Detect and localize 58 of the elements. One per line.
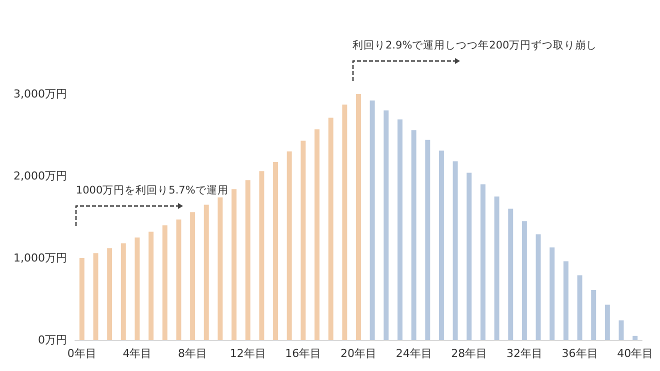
text: 利回り2.9%で運用しつつ年200万円ずつ取り崩し — [352, 38, 598, 52]
bar — [632, 336, 638, 340]
bar — [134, 238, 140, 340]
bar — [480, 184, 486, 340]
bar — [162, 225, 168, 340]
x-tick-label: 0年目 — [67, 347, 96, 360]
bar — [356, 94, 361, 340]
bar — [245, 180, 250, 340]
bar — [370, 100, 375, 340]
bar — [204, 204, 209, 340]
bar — [591, 290, 596, 340]
bar — [536, 234, 541, 340]
bar — [342, 104, 348, 340]
bar — [148, 232, 154, 340]
bar — [273, 162, 278, 340]
bar — [190, 212, 196, 340]
x-tick-label: 24年目 — [396, 347, 432, 360]
bar — [508, 208, 514, 340]
y-tick-label: 0万円 — [38, 334, 67, 346]
bar — [452, 161, 458, 340]
bar — [300, 140, 306, 340]
bar — [411, 130, 416, 340]
bar — [522, 221, 527, 340]
x-tick-label: 20年目 — [340, 347, 376, 360]
x-tick-label: 28年目 — [451, 347, 488, 360]
x-tick-label: 16年目 — [285, 347, 322, 360]
bar — [328, 118, 334, 340]
bar — [232, 189, 237, 340]
bar — [604, 304, 610, 340]
bar — [286, 151, 292, 340]
bar — [466, 172, 472, 340]
bar — [93, 253, 98, 340]
x-tick-label: 4年目 — [122, 347, 152, 360]
bar — [438, 150, 444, 340]
bar — [120, 243, 126, 340]
bar — [563, 261, 568, 340]
bar — [218, 197, 223, 340]
bar — [107, 248, 112, 340]
bar — [425, 140, 430, 340]
x-tick-label: 36年目 — [562, 347, 598, 360]
x-tick-label: 12年目 — [230, 347, 266, 360]
bar — [79, 258, 84, 340]
bar — [494, 196, 500, 340]
bar — [398, 119, 402, 340]
y-tick-label: 3,000万円 — [14, 88, 67, 100]
bar — [314, 129, 320, 340]
bar — [550, 247, 555, 340]
bar — [176, 219, 182, 340]
y-tick-label: 2,000万円 — [14, 170, 67, 182]
bar — [618, 320, 624, 340]
bar — [577, 275, 582, 340]
x-tick-label: 32年目 — [506, 347, 542, 360]
x-tick-label: 40年目 — [617, 347, 654, 360]
annotation: 1000万円を利回り5.7%で運用 — [76, 184, 228, 196]
bar — [259, 171, 264, 340]
bar — [384, 110, 389, 340]
x-tick-label: 8年目 — [178, 347, 208, 360]
y-tick-label: 1,000万円 — [14, 252, 67, 264]
